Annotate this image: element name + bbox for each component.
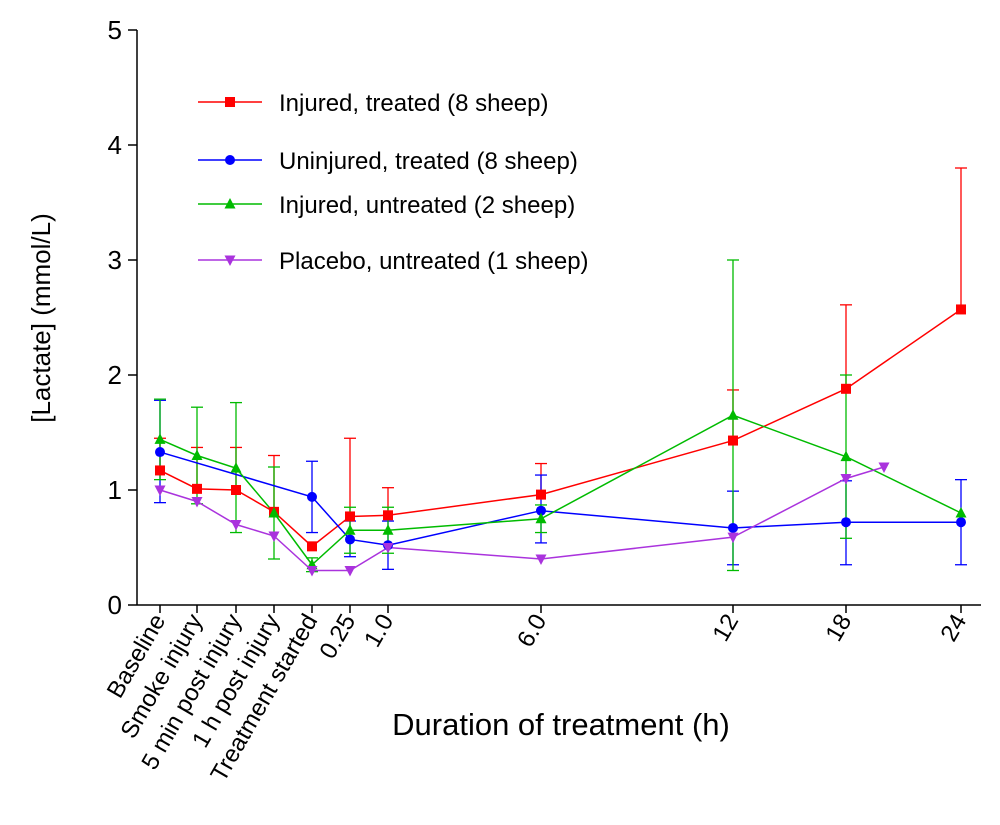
legend-label-injured-treated-8-sheep: Injured, treated (8 sheep) <box>279 90 549 117</box>
point-uninjured-treated-8-sheep-1 <box>307 491 317 502</box>
y-tick-label-4: 4 <box>108 130 122 160</box>
legend: Injured, treated (8 sheep) Uninjured, tre… <box>198 90 589 275</box>
legend-label-placebo-untreated-1-sheep: Placebo, untreated (1 sheep) <box>279 248 589 275</box>
point-injured-untreated-2-sheep-5 <box>344 524 356 535</box>
point-placebo-untreated-1-sheep-2 <box>230 520 242 531</box>
point-injured-treated-8-sheep-4 <box>307 541 317 552</box>
x-tick-label-1-0: 1.0 <box>359 610 399 652</box>
point-injured-treated-8-sheep-10 <box>956 304 966 315</box>
axes <box>136 30 981 606</box>
point-placebo-untreated-1-sheep-0 <box>154 485 166 496</box>
series-lines <box>159 308 962 572</box>
legend-marker-placebo-untreated-1-sheep <box>224 255 236 266</box>
legend-marker-injured-untreated-2-sheep <box>224 198 236 209</box>
point-placebo-untreated-1-sheep-7 <box>535 554 547 565</box>
point-injured-untreated-2-sheep-10 <box>955 507 967 518</box>
y-tick-label-5: 5 <box>108 15 122 45</box>
x-tick-label-18: 18 <box>820 610 857 647</box>
point-injured-untreated-2-sheep-1 <box>191 449 203 460</box>
point-injured-treated-8-sheep-7 <box>536 489 546 500</box>
legend-label-uninjured-treated-8-sheep: Uninjured, treated (8 sheep) <box>279 148 578 175</box>
point-injured-untreated-2-sheep-3 <box>268 507 280 518</box>
point-uninjured-treated-8-sheep-7 <box>956 517 966 528</box>
x-axis-label: Duration of treatment (h) <box>392 707 730 742</box>
y-axis-label: [Lactate] (mmol/L) <box>26 213 56 423</box>
point-placebo-untreated-1-sheep-4 <box>306 566 318 577</box>
point-placebo-untreated-1-sheep-5 <box>344 566 356 577</box>
point-injured-untreated-2-sheep-7 <box>535 512 547 524</box>
x-tick-label-0-25: 0.25 <box>314 610 361 664</box>
legend-label-injured-untreated-2-sheep: Injured, untreated (2 sheep) <box>279 192 575 219</box>
point-uninjured-treated-8-sheep-2 <box>345 534 355 545</box>
point-injured-treated-8-sheep-8 <box>728 435 738 446</box>
point-injured-untreated-2-sheep-0 <box>154 433 166 444</box>
y-tick-label-3: 3 <box>108 245 122 275</box>
point-uninjured-treated-8-sheep-4 <box>536 505 546 516</box>
y-ticks: 0 1 2 3 4 5 <box>108 15 137 620</box>
point-placebo-untreated-1-sheep-8 <box>727 532 739 544</box>
point-injured-treated-8-sheep-6 <box>383 510 393 521</box>
point-placebo-untreated-1-sheep-1 <box>191 497 203 508</box>
point-uninjured-treated-8-sheep-0 <box>155 447 165 458</box>
point-placebo-untreated-1-sheep-6 <box>382 543 394 554</box>
point-injured-treated-8-sheep-1 <box>192 483 202 494</box>
y-tick-label-0: 0 <box>108 590 122 620</box>
series-line-uninjured-treated-8-sheep <box>159 451 961 546</box>
point-uninjured-treated-8-sheep-5 <box>728 522 738 533</box>
series-markers <box>154 304 967 577</box>
point-placebo-untreated-1-sheep-9 <box>840 474 852 485</box>
x-tick-label-24: 24 <box>935 610 972 647</box>
point-placebo-untreated-1-sheep-10 <box>878 462 890 473</box>
point-injured-untreated-2-sheep-6 <box>382 524 394 535</box>
series-line-injured-treated-8-sheep <box>159 308 962 548</box>
y-tick-label-1: 1 <box>108 475 122 505</box>
y-tick-label-2: 2 <box>108 360 122 390</box>
point-injured-treated-8-sheep-0 <box>155 465 165 476</box>
point-injured-untreated-2-sheep-8 <box>727 409 739 420</box>
point-injured-untreated-2-sheep-2 <box>230 462 242 473</box>
series-line-placebo-untreated-1-sheep <box>159 466 885 572</box>
point-uninjured-treated-8-sheep-6 <box>841 517 851 528</box>
point-injured-untreated-2-sheep-9 <box>840 450 852 462</box>
x-tick-label-6-0: 6.0 <box>512 610 552 652</box>
legend-marker-injured-treated-8-sheep <box>225 97 235 107</box>
point-placebo-untreated-1-sheep-3 <box>268 531 280 542</box>
x-tick-label-12: 12 <box>707 610 744 647</box>
point-injured-treated-8-sheep-9 <box>841 383 851 394</box>
point-injured-treated-8-sheep-5 <box>345 511 355 522</box>
point-injured-treated-8-sheep-2 <box>231 485 241 495</box>
legend-marker-uninjured-treated-8-sheep <box>225 155 235 165</box>
